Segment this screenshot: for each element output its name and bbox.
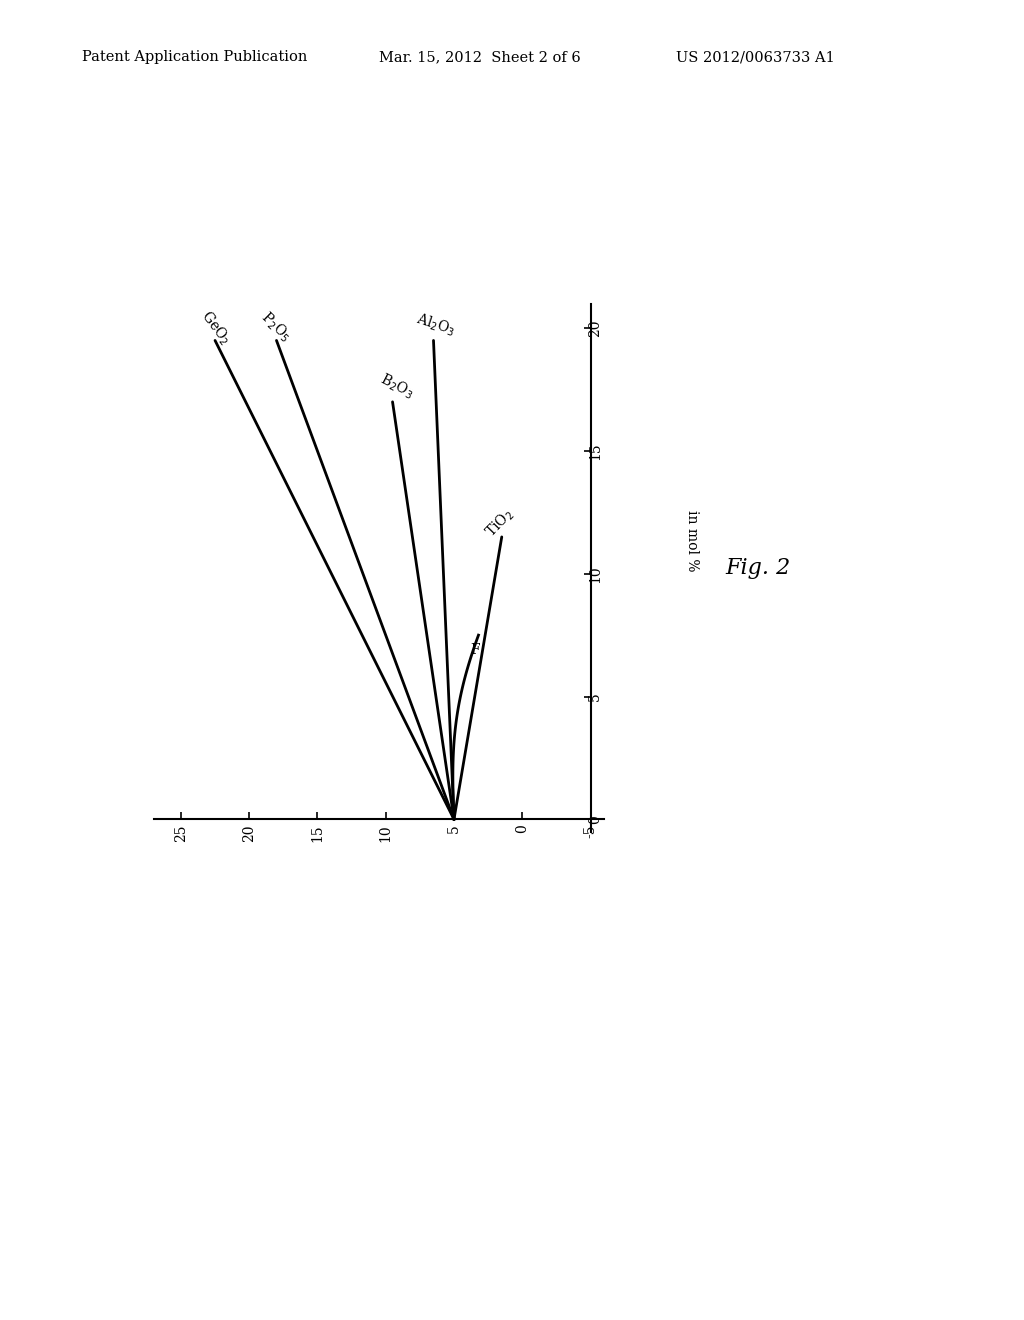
Text: GeO$_2$: GeO$_2$ bbox=[197, 308, 233, 348]
Text: Fig. 2: Fig. 2 bbox=[725, 557, 791, 578]
Text: P$_2$O$_5$: P$_2$O$_5$ bbox=[257, 309, 294, 346]
Text: in mol %: in mol % bbox=[685, 511, 699, 572]
Text: Mar. 15, 2012  Sheet 2 of 6: Mar. 15, 2012 Sheet 2 of 6 bbox=[379, 50, 581, 65]
Text: F: F bbox=[470, 643, 480, 657]
Text: Al$_2$O$_3$: Al$_2$O$_3$ bbox=[415, 310, 458, 339]
Text: TiO$_2$: TiO$_2$ bbox=[482, 506, 517, 541]
Text: US 2012/0063733 A1: US 2012/0063733 A1 bbox=[676, 50, 835, 65]
Text: B$_2$O$_3$: B$_2$O$_3$ bbox=[377, 371, 417, 403]
Text: Patent Application Publication: Patent Application Publication bbox=[82, 50, 307, 65]
